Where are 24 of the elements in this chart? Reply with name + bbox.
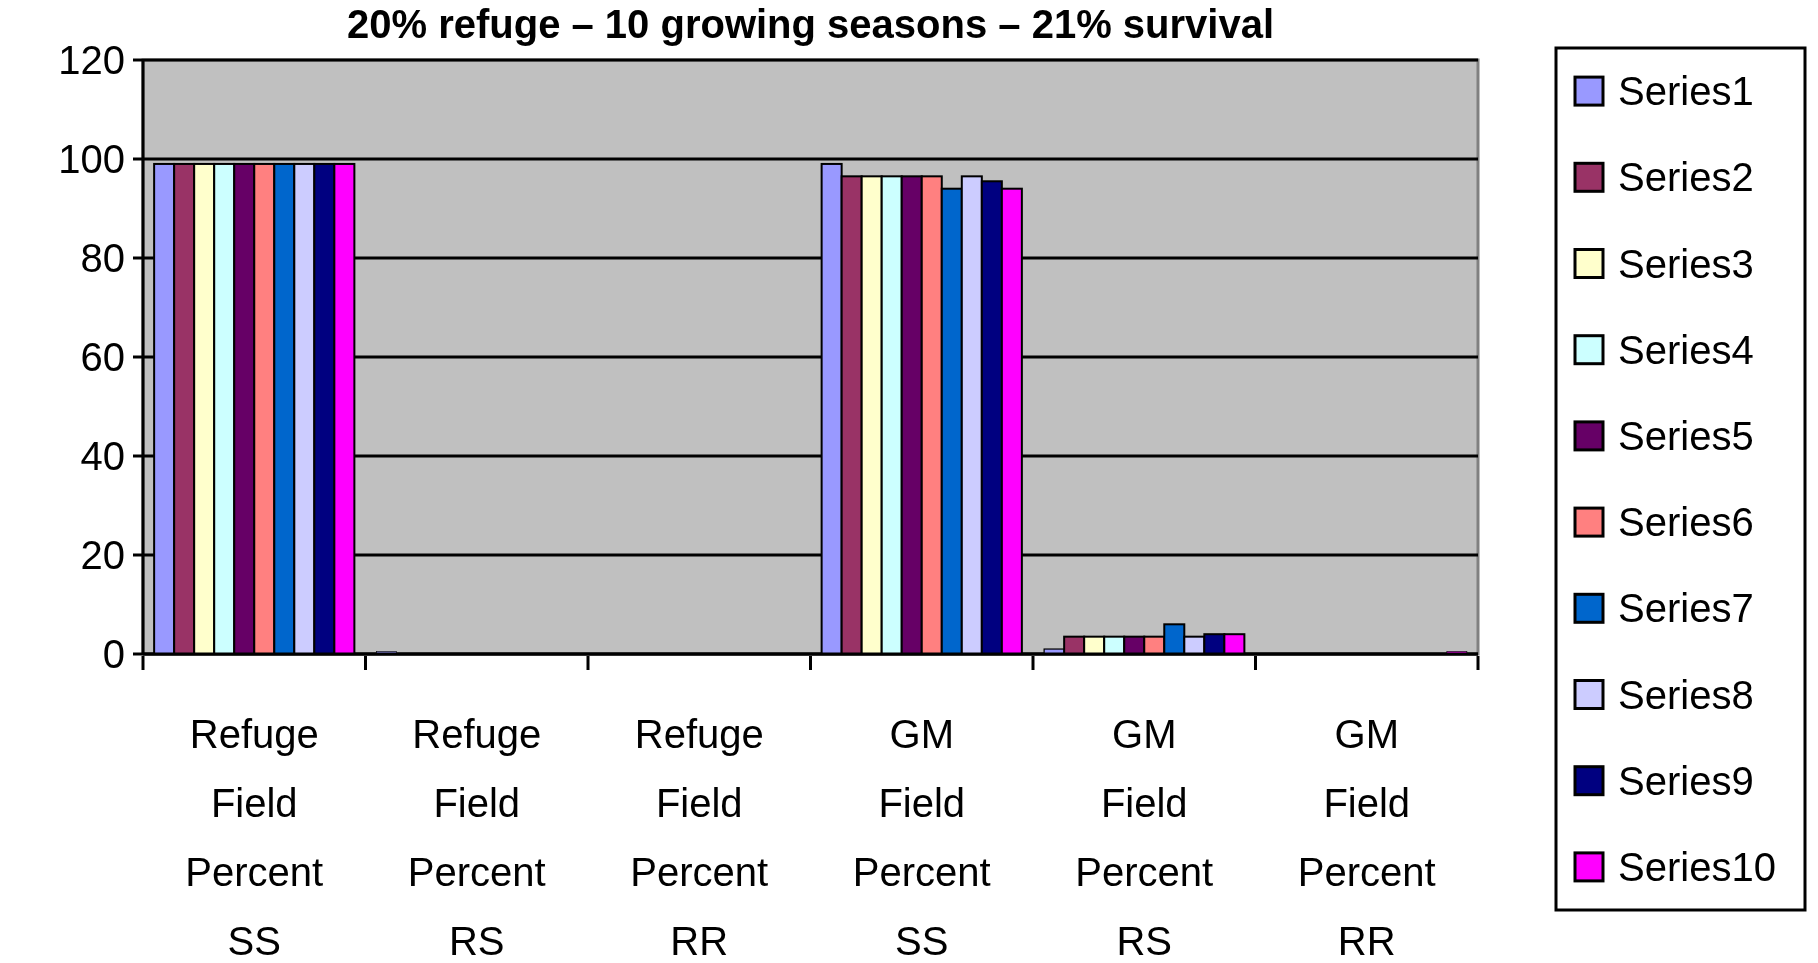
legend-label: Series7 bbox=[1618, 586, 1754, 631]
y-tick-label: 80 bbox=[80, 236, 125, 280]
legend-label: Series2 bbox=[1618, 155, 1754, 200]
y-tick-label: 100 bbox=[58, 137, 125, 181]
x-tick-label: GM Field Percent RS bbox=[1075, 712, 1214, 963]
y-tick-label: 120 bbox=[58, 38, 125, 82]
legend-label: Series9 bbox=[1618, 758, 1754, 803]
x-tick-label: GM Field Percent RR bbox=[1297, 712, 1436, 963]
legend-label: Series6 bbox=[1618, 500, 1754, 545]
x-tick-label: GM Field Percent SS bbox=[852, 712, 991, 963]
y-tick-label: 40 bbox=[80, 434, 125, 478]
x-tick-label: Refuge Field Percent RR bbox=[630, 712, 769, 963]
y-tick-label: 0 bbox=[102, 632, 125, 676]
legend-label: Series10 bbox=[1618, 844, 1776, 889]
legend-label: Series8 bbox=[1618, 672, 1754, 717]
y-tick-label: 60 bbox=[80, 335, 125, 379]
legend-label: Series3 bbox=[1618, 241, 1754, 286]
legend-label: Series1 bbox=[1618, 69, 1754, 114]
legend-label: Series4 bbox=[1618, 327, 1754, 372]
x-tick-label: Refuge Field Percent SS bbox=[185, 712, 324, 963]
y-tick-label: 20 bbox=[80, 533, 125, 577]
x-tick-label: Refuge Field Percent RS bbox=[407, 712, 546, 963]
chart-title: 20% refuge – 10 growing seasons – 21% survival bbox=[346, 2, 1275, 46]
legend-label: Series5 bbox=[1618, 413, 1754, 458]
